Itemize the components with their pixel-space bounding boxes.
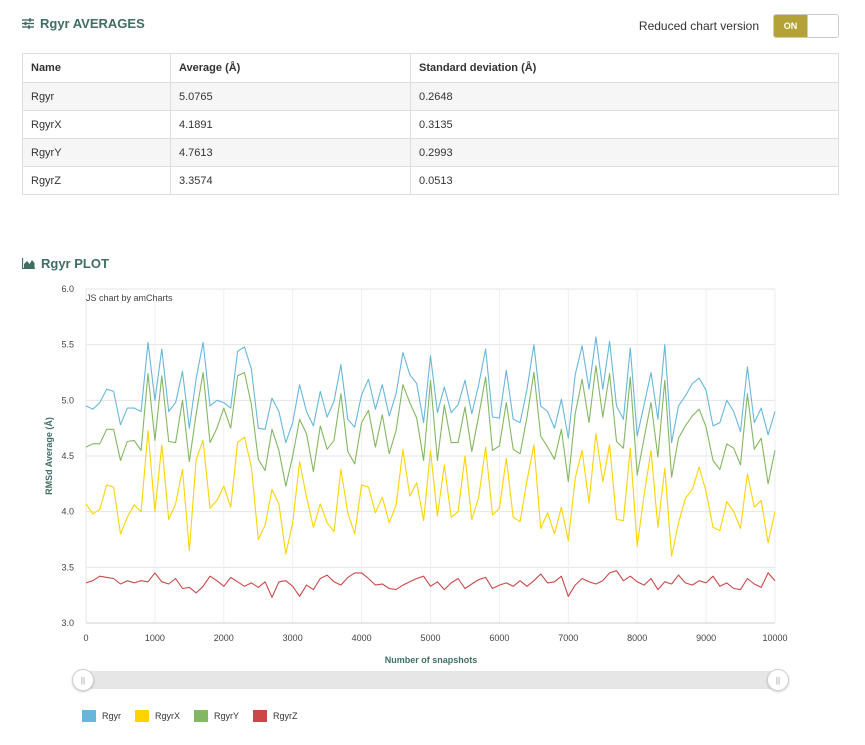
- x-tick-label: 2000: [214, 633, 234, 643]
- chart-scrollbar[interactable]: [82, 671, 780, 689]
- reduced-chart-toggle[interactable]: ON: [773, 14, 839, 38]
- column-header-stddev: Standard deviation (Å): [410, 53, 839, 83]
- legend-item-rgyrx[interactable]: RgyrX: [135, 710, 180, 722]
- legend-swatch: [194, 710, 209, 722]
- y-tick-label: 4.5: [61, 451, 74, 461]
- averages-table: Name Average (Å) Standard deviation (Å) …: [22, 53, 839, 195]
- legend-label: RgyrZ: [273, 711, 298, 721]
- y-axis-label: RMSd Average (Å): [44, 417, 54, 495]
- x-tick-label: 0: [83, 633, 88, 643]
- table-row: Rgyr 5.0765 0.2648: [22, 82, 839, 111]
- reduced-chart-toggle-row: Reduced chart version ON: [639, 14, 839, 38]
- y-tick-label: 5.5: [61, 340, 74, 350]
- legend-label: RgyrY: [214, 711, 240, 721]
- x-tick-label: 10000: [762, 633, 787, 643]
- averages-title-text: Rgyr AVERAGES: [40, 16, 145, 31]
- scrollbar-left-grip[interactable]: ||: [72, 669, 94, 691]
- scrollbar-right-grip[interactable]: ||: [767, 669, 789, 691]
- chart-credit[interactable]: JS chart by amCharts: [86, 293, 173, 303]
- table-header-row: Name Average (Å) Standard deviation (Å): [22, 53, 839, 83]
- cell-average: 5.0765: [170, 82, 411, 111]
- legend-swatch: [82, 710, 96, 722]
- series-line-rgyr[interactable]: [85, 336, 776, 444]
- x-tick-label: 4000: [352, 633, 372, 643]
- table-row: RgyrX 4.1891 0.3135: [22, 110, 839, 139]
- series-line-rgyrx[interactable]: [85, 429, 776, 557]
- legend-item-rgyrz[interactable]: RgyrZ: [253, 710, 298, 722]
- cell-name: RgyrY: [22, 138, 171, 167]
- legend-item-rgyry[interactable]: RgyrY: [194, 710, 239, 722]
- plot-title-text: Rgyr PLOT: [41, 256, 109, 271]
- cell-average: 3.3574: [170, 166, 411, 195]
- cell-average: 4.7613: [170, 138, 411, 167]
- legend-swatch: [135, 710, 150, 722]
- averages-title: Rgyr AVERAGES: [22, 16, 145, 31]
- table-row: RgyrY 4.7613 0.2993: [22, 138, 839, 167]
- cell-stddev: 0.3135: [410, 110, 839, 139]
- cell-average: 4.1891: [170, 110, 411, 139]
- x-tick-label: 5000: [420, 633, 440, 643]
- legend-swatch: [253, 710, 268, 722]
- series-line-rgyrz[interactable]: [85, 570, 776, 598]
- series-line-rgyry[interactable]: [85, 365, 776, 487]
- x-tick-label: 3000: [283, 633, 303, 643]
- sliders-icon: [22, 18, 34, 29]
- x-tick-label: 8000: [627, 633, 647, 643]
- chart-legend: Rgyr RgyrX RgyrY RgyrZ: [82, 710, 298, 722]
- plot-title: Rgyr PLOT: [22, 256, 109, 271]
- table-row: RgyrZ 3.3574 0.0513: [22, 166, 839, 195]
- column-header-name: Name: [22, 53, 171, 83]
- y-tick-label: 3.0: [61, 618, 74, 628]
- x-tick-label: 9000: [696, 633, 716, 643]
- rgyr-line-chart: 3.0 3.5 4.0 4.5 5.0 5.5 6.0 0 1000 2000 3000 4000 50…: [44, 284, 788, 665]
- cell-stddev: 0.2993: [410, 138, 839, 167]
- y-tick-label: 3.5: [61, 562, 74, 572]
- toggle-off-area: [807, 15, 838, 37]
- cell-stddev: 0.0513: [410, 166, 839, 195]
- legend-label: RgyrX: [155, 711, 181, 721]
- x-tick-label: 6000: [489, 633, 509, 643]
- toggle-on-state: ON: [774, 15, 807, 37]
- cell-name: RgyrZ: [22, 166, 171, 195]
- chart-axes: 3.0 3.5 4.0 4.5 5.0 5.5 6.0 0 1000 2000 3000 4000 50…: [61, 284, 787, 643]
- x-tick-label: 7000: [558, 633, 578, 643]
- legend-label: Rgyr: [102, 711, 122, 721]
- x-tick-label: 1000: [145, 633, 165, 643]
- legend-item-rgyr[interactable]: Rgyr: [82, 710, 121, 722]
- x-axis-label: Number of snapshots: [385, 655, 478, 665]
- y-tick-label: 5.0: [61, 395, 74, 405]
- column-header-average: Average (Å): [170, 53, 411, 83]
- reduced-chart-label: Reduced chart version: [638, 19, 759, 33]
- cell-name: RgyrX: [22, 110, 171, 139]
- y-tick-label: 4.0: [61, 507, 74, 517]
- chart-series: [85, 336, 776, 598]
- y-tick-label: 6.0: [61, 284, 74, 294]
- area-chart-icon: [22, 258, 35, 269]
- cell-name: Rgyr: [22, 82, 171, 111]
- cell-stddev: 0.2648: [410, 82, 839, 111]
